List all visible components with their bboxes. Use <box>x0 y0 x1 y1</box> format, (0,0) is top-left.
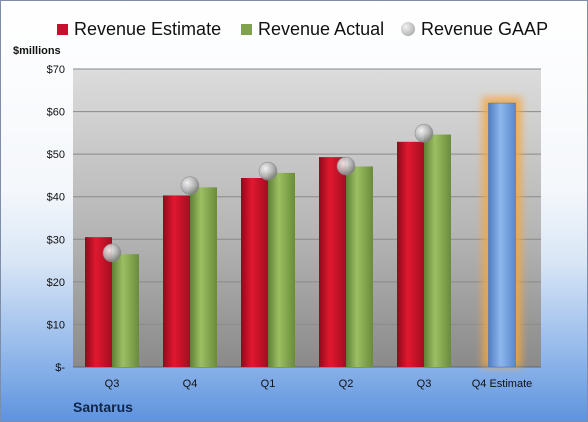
marker-gaap-3 <box>336 156 356 176</box>
legend-label-revenue-actual: Revenue Actual <box>258 18 385 39</box>
bar-actual-1 <box>190 187 217 367</box>
marker-gaap-0 <box>102 243 122 263</box>
chart-legend: Revenue Estimate Revenue Actual Revenue … <box>1 17 587 41</box>
legend-swatch-revenue-estimate <box>57 23 68 35</box>
bar-estimate-4 <box>397 141 424 367</box>
bar-actual-0 <box>112 254 139 367</box>
y-tick-label: $60 <box>47 107 65 119</box>
marker-gaap-1 <box>180 176 200 195</box>
x-tick-label: Q4 Estimate <box>472 378 533 390</box>
y-tick-label: $10 <box>47 319 65 331</box>
x-tick-label: Q4 <box>183 378 198 390</box>
bar-estimate-q4-estimate <box>488 102 516 368</box>
bar-estimate-1 <box>163 195 190 367</box>
bar-actual-4 <box>424 134 451 367</box>
y-tick-label: $20 <box>47 277 65 289</box>
bar-actual-3 <box>346 166 373 367</box>
y-axis-unit-label: $millions <box>13 45 61 57</box>
bar-actual-2 <box>268 172 295 367</box>
y-axis-labels: $- $10 $20 $30 $40 $50 $60 $70 <box>47 64 66 374</box>
bars <box>85 97 522 368</box>
legend-item-revenue-estimate: Revenue Estimate <box>57 17 221 41</box>
x-tick-label: Q1 <box>261 378 276 390</box>
company-name: Santarus <box>73 399 133 415</box>
marker-gaap-4 <box>414 123 434 143</box>
y-tick-label: $- <box>55 362 65 374</box>
plot-area <box>73 69 541 367</box>
bar-estimate-2 <box>241 177 268 367</box>
y-tick-label: $50 <box>47 149 65 161</box>
x-tick-label: Q3 <box>105 378 120 390</box>
y-tick-label: $70 <box>47 64 65 76</box>
gridlines <box>73 68 541 368</box>
bar-estimate-3 <box>319 157 346 367</box>
legend-swatch-revenue-gaap <box>401 22 415 36</box>
x-axis-labels: Q3 Q4 Q1 Q2 Q3 Q4 Estimate <box>105 378 533 390</box>
x-tick-label: Q2 <box>339 378 354 390</box>
y-tick-label: $40 <box>47 192 65 204</box>
y-tick-label: $30 <box>47 234 65 246</box>
x-tick-label: Q3 <box>417 378 432 390</box>
marker-gaap-2 <box>258 161 278 181</box>
legend-item-revenue-actual: Revenue Actual <box>241 17 384 41</box>
legend-label-revenue-gaap: Revenue GAAP <box>421 18 549 39</box>
legend-swatch-revenue-actual <box>241 23 252 35</box>
legend-label-revenue-estimate: Revenue Estimate <box>74 18 222 39</box>
legend-item-revenue-gaap: Revenue GAAP <box>401 17 548 41</box>
gaap-markers <box>102 123 434 263</box>
